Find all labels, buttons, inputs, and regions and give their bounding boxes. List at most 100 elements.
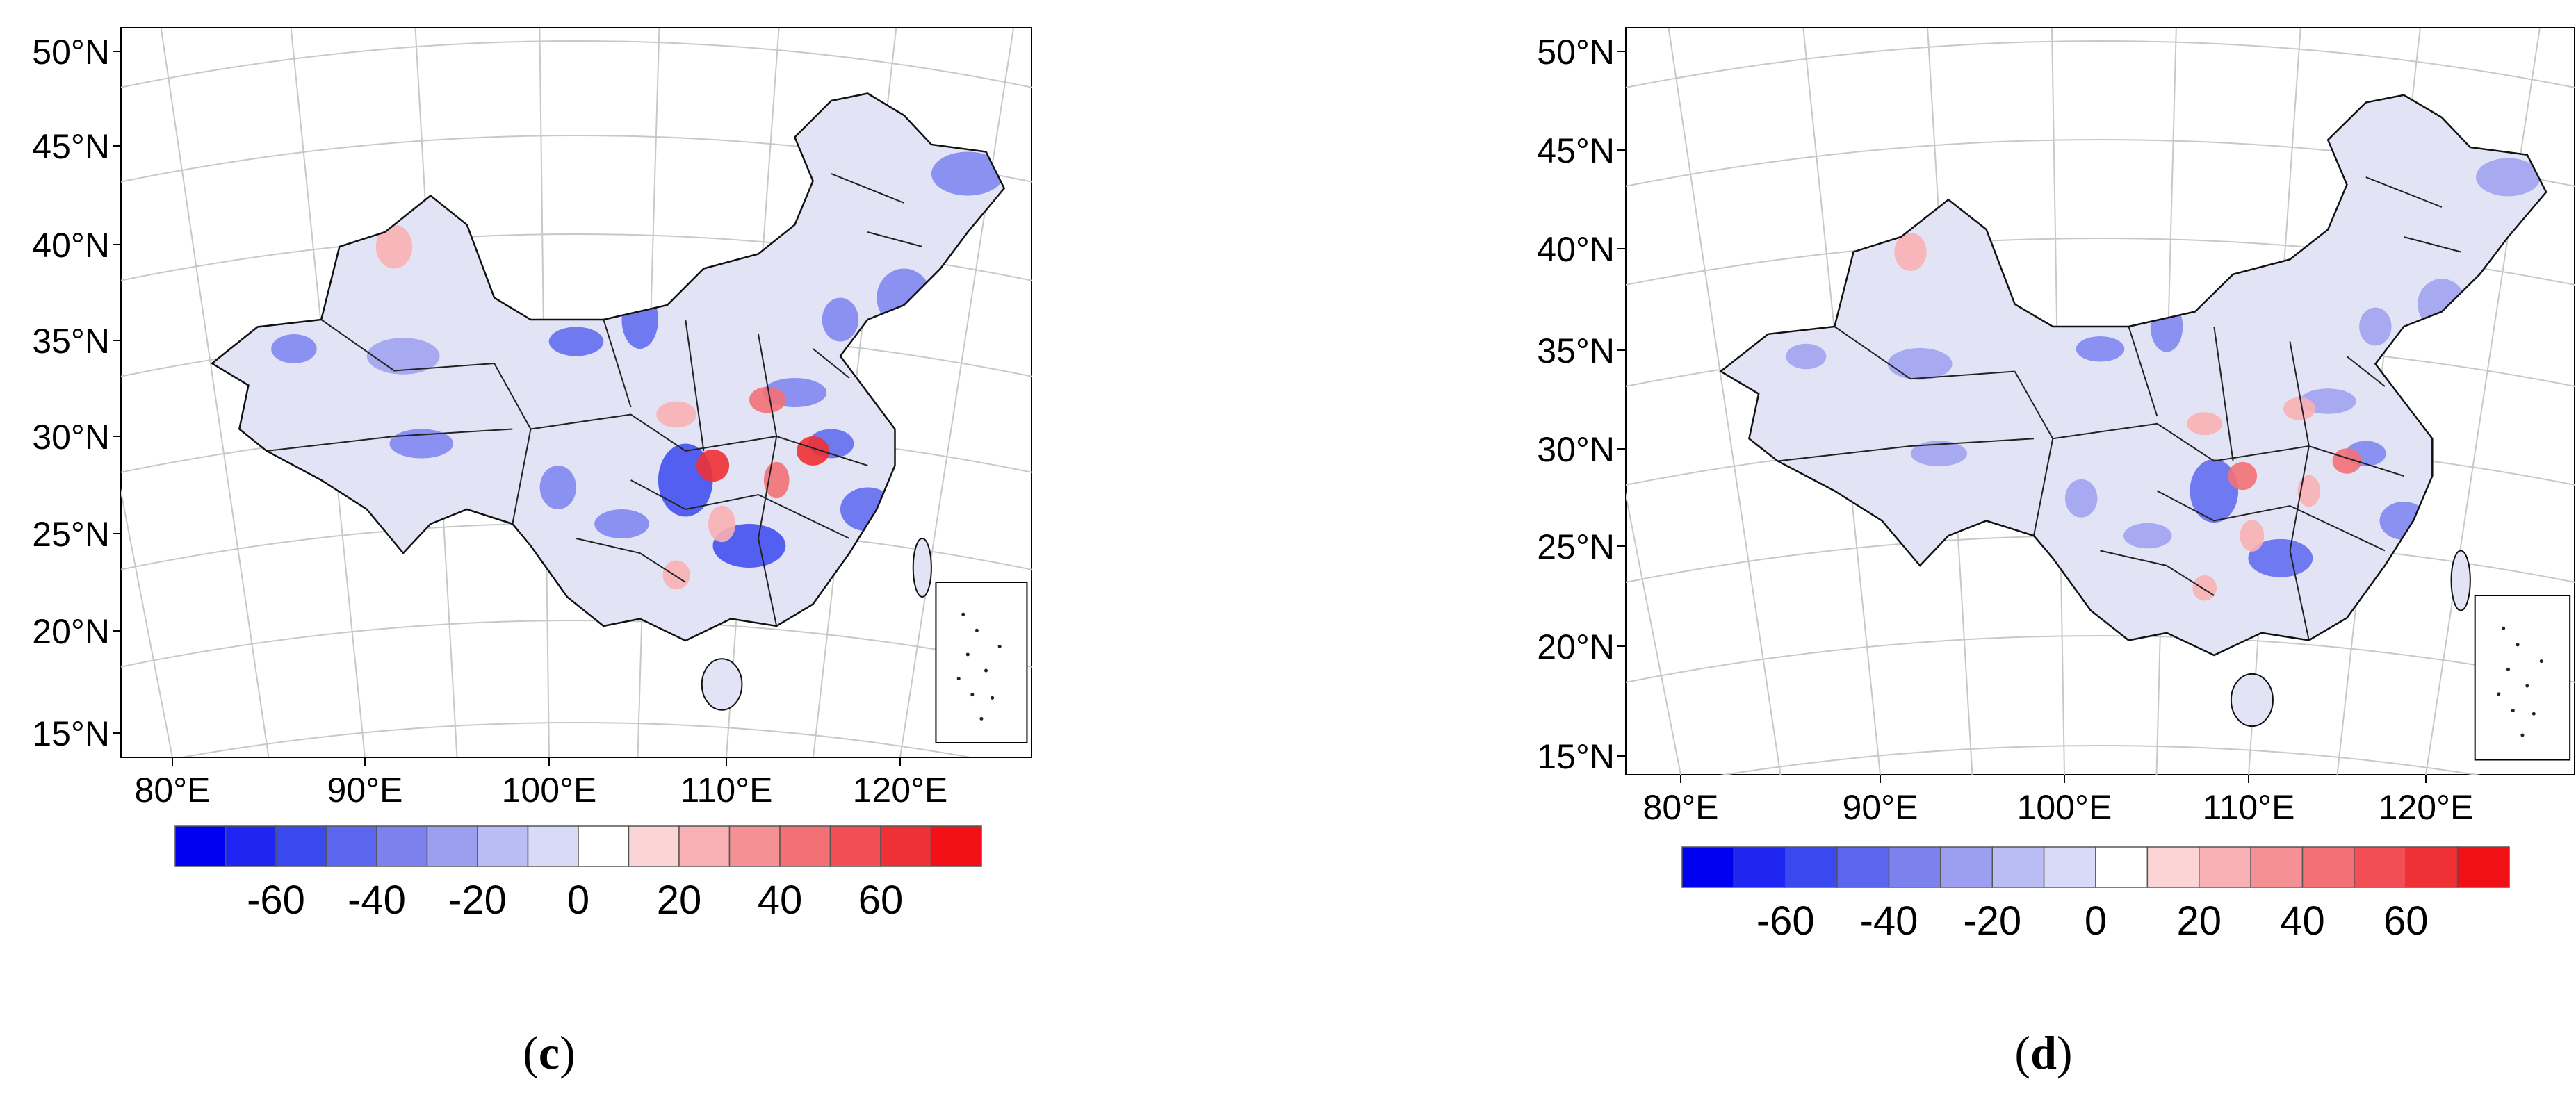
province-border [630,479,850,539]
lat-tick-label: 30°N [1537,430,1615,469]
positive-anomaly [662,560,690,590]
colorbar-swatch [2456,846,2510,888]
lat-tick-label: 25°N [1537,527,1615,566]
positive-anomaly [2187,412,2223,436]
province-border [2213,326,2234,461]
inset-island [975,628,979,632]
colorbar-swatch [325,825,377,867]
lon-tick-label: 100°E [502,771,597,809]
lon-tick-label: 80°E [135,771,211,809]
meridian-line [121,488,173,757]
negative-anomaly [271,334,317,363]
colorbar-swatch [225,825,277,867]
meridian-line [899,28,1015,757]
parallel-line [1720,745,2481,775]
province-border [2100,550,2215,596]
negative-anomaly [931,151,1004,196]
positive-anomaly [2228,461,2258,491]
land-fill [212,93,1004,641]
negative-anomaly [822,297,859,342]
positive-anomaly [2332,448,2362,474]
province-border [2128,326,2158,417]
colorbar-tick-label: -40 [1860,898,1918,944]
negative-anomaly [1786,343,1827,370]
colorbar-swatch [2146,846,2200,888]
inset-island [997,644,1002,648]
colorbar-swatch [779,825,831,867]
colorbar-swatch [477,825,529,867]
inset-island [965,652,970,657]
negative-anomaly [2076,336,2125,362]
inset-island [956,677,961,681]
inset-island [2502,626,2506,630]
hainan-island [2230,673,2274,727]
province-border [2053,422,2404,477]
colorbar-swatch [1681,846,1735,888]
positive-anomaly [2240,520,2265,552]
map-panel-d: 50°N 45°N 40°N 35°N 30°N 25°N 20°N 15°N 80°E 90°E… [1537,27,2575,1079]
lat-tick-label: 40°N [32,226,110,265]
colorbar-swatch [1785,846,1838,888]
colorbar-swatch [2301,846,2355,888]
colorbar-tick-label: 0 [567,878,589,923]
colorbar-swatch [1991,846,2045,888]
inset-island [2539,659,2543,664]
caption-close-paren: ) [560,1026,576,1079]
colorbar-swatch [1940,846,1993,888]
colorbar-swatch [376,825,428,867]
colorbar-swatch [1888,846,1941,888]
inset-island [984,668,988,673]
province-border [1834,326,2015,380]
meridian-line [1626,491,1681,775]
anomaly-field [1720,94,2547,656]
lon-tick-label: 100°E [2017,788,2112,827]
lon-tick-label: 80°E [1643,788,1719,827]
colorbar-swatch [2199,846,2251,888]
lon-tick-label: 120°E [853,771,948,809]
province-border [530,413,868,466]
lon-tick-label: 120°E [2379,788,2474,827]
negative-anomaly [2248,538,2313,577]
colorbar-tick-label: -60 [1756,898,1815,944]
colorbar-tick-label: -40 [348,878,406,923]
colorbar-swatch [174,825,227,867]
parallel-line [121,620,1032,668]
country-outline [1719,94,2548,657]
parallel-line [1626,40,2575,88]
colorbar-swatch [578,825,630,867]
meridian-line [160,28,270,757]
lat-tick-label: 50°N [1537,33,1615,72]
province-border [603,319,632,408]
colorbar-swatch [426,825,478,867]
map-panel-c: 50°N 45°N 40°N 35°N 30°N 25°N 20°N 15°N 80°E 90°E… [32,27,1032,1079]
colorbar-swatch [678,825,731,867]
meridian-line [2425,28,2541,775]
caption-letter: d [2030,1026,2057,1079]
colorbar-swatch [275,825,327,867]
colorbar-swatch [2250,846,2304,888]
hainan-island [701,658,743,711]
lat-tick-label: 45°N [1537,131,1615,170]
lat-tick-label: 45°N [32,127,110,166]
inset-island [2520,733,2525,737]
lon-tick-label: 110°E [680,771,772,809]
positive-anomaly [696,449,730,482]
inset-island [970,693,975,697]
lat-tick-label: 15°N [1537,737,1615,776]
province-border [2365,176,2443,208]
meridian-line [1668,28,1782,775]
positive-anomaly [1894,233,1927,271]
lon-tick-label: 110°E [2202,788,2294,827]
lat-tick-label: 30°N [32,418,110,457]
negative-anomaly [1910,441,1968,467]
colorbar-swatch [728,825,781,867]
lat-tick-label: 50°N [32,33,110,72]
positive-anomaly [2192,575,2217,601]
land-fill [1720,94,2547,656]
caption-close-paren: ) [2057,1026,2073,1079]
colorbar-swatch [930,825,982,867]
colorbar-swatch [2095,846,2149,888]
lat-tick-label: 20°N [1537,627,1615,666]
colorbar-swatch [829,825,881,867]
